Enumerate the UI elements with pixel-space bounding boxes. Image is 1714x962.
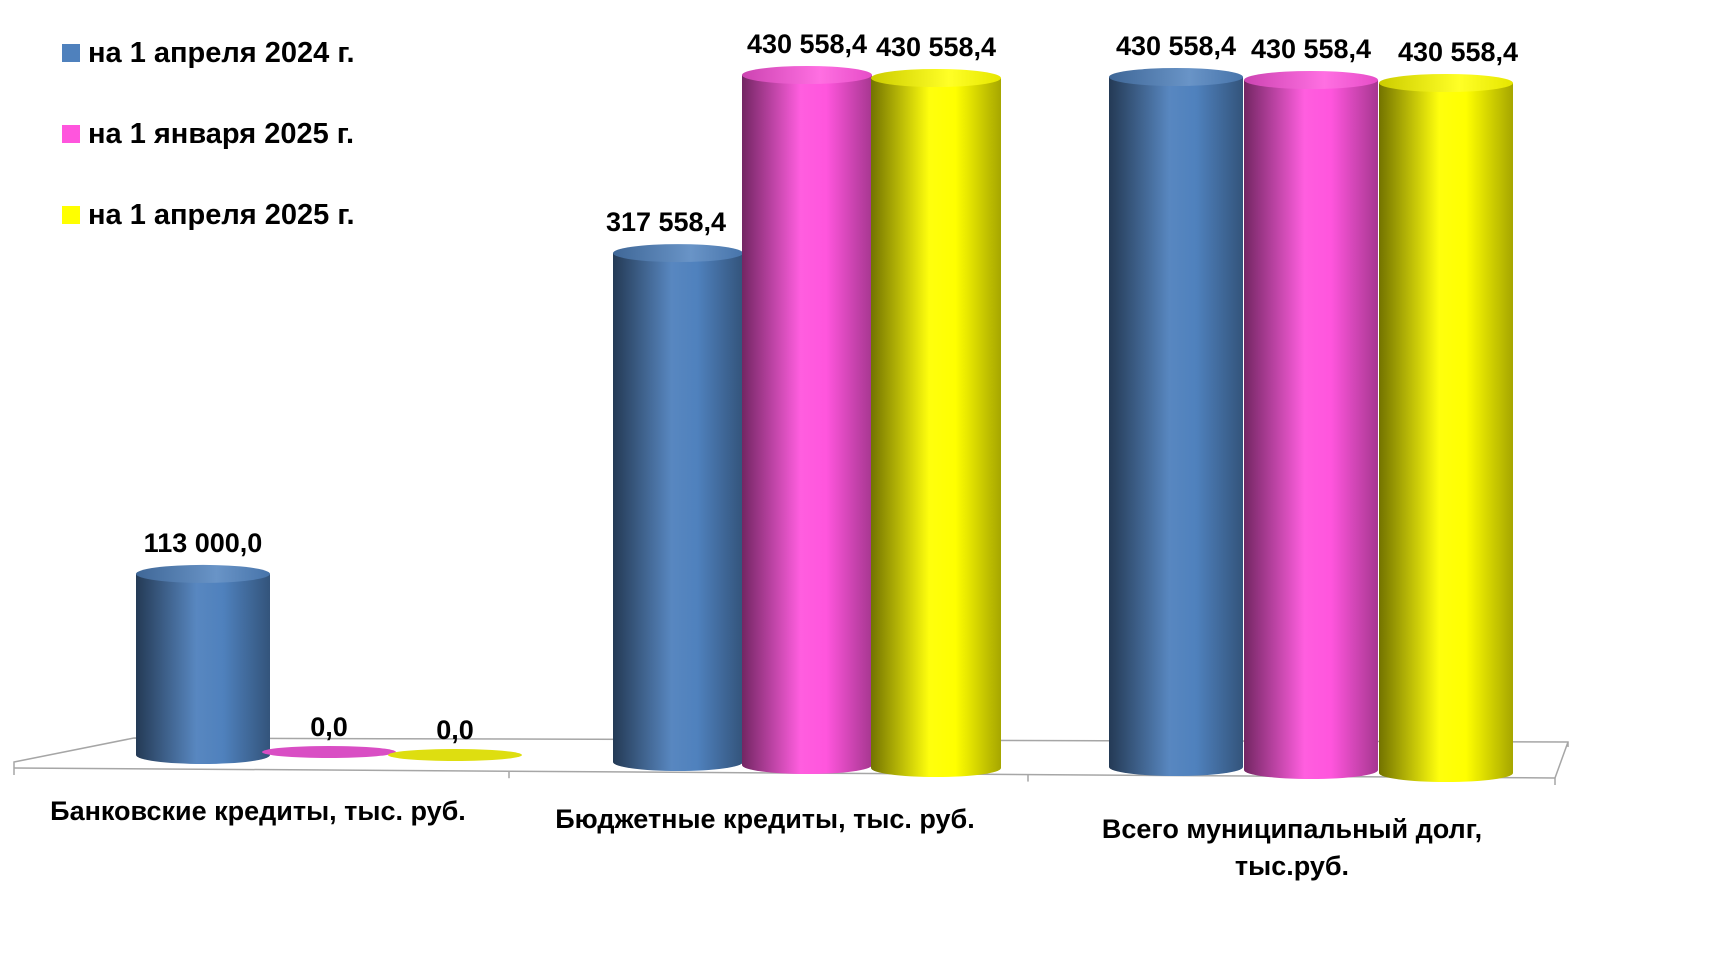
floor-side-edge [1554, 741, 1569, 779]
data-label-s1-c1: 113 000,0 [144, 528, 263, 558]
legend-item-series-2: на 1 января 2025 г. [62, 117, 355, 150]
legend-swatch-series-1 [62, 44, 80, 62]
chart-bars [136, 66, 1513, 782]
bar-s3-c3 [1379, 74, 1513, 782]
category-label-2: Бюджетные кредиты, тыс. руб. [555, 804, 974, 834]
bar-s3-c2 [871, 69, 1001, 777]
bar-s2-c1 [262, 746, 396, 758]
chart-legend: на 1 апреля 2024 г. на 1 января 2025 г. … [62, 36, 355, 281]
legend-label-series-1: на 1 апреля 2024 г. [88, 36, 355, 69]
data-label-s1-c3: 430 558,4 [1116, 31, 1236, 61]
data-label-s3-c3: 430 558,4 [1398, 37, 1518, 67]
data-label-s3-c2: 430 558,4 [876, 32, 996, 62]
data-label-s1-c2: 317 558,4 [606, 207, 726, 237]
data-label-s2-c3: 430 558,4 [1251, 34, 1371, 64]
legend-label-series-3: на 1 апреля 2025 г. [88, 198, 355, 231]
bar-s2-c2 [742, 66, 872, 774]
bar-s3-c1 [388, 749, 522, 761]
legend-swatch-series-3 [62, 206, 80, 224]
chart-data-labels: 113 000,0 0,0 0,0 317 558,4 430 558,4 430 558… [144, 29, 1518, 745]
chart-category-labels: Банковские кредиты, тыс. руб. Бюджетные к… [50, 796, 1482, 881]
bar-s2-c3 [1244, 71, 1378, 779]
category-label-3: Всего муниципальный долг, тыс.руб. [1102, 814, 1482, 881]
data-label-s2-c1: 0,0 [310, 712, 348, 742]
legend-swatch-series-2 [62, 125, 80, 143]
data-label-s2-c2: 430 558,4 [747, 29, 867, 59]
category-label-1: Банковские кредиты, тыс. руб. [50, 796, 466, 826]
legend-item-series-3: на 1 апреля 2025 г. [62, 198, 355, 231]
legend-label-series-2: на 1 января 2025 г. [88, 117, 355, 150]
bar-s1-c3 [1109, 68, 1243, 776]
bar-s1-c2 [613, 244, 743, 771]
data-label-s3-c1: 0,0 [436, 715, 474, 745]
bar-s1-c1 [136, 564, 270, 764]
legend-item-series-1: на 1 апреля 2024 г. [62, 36, 355, 69]
